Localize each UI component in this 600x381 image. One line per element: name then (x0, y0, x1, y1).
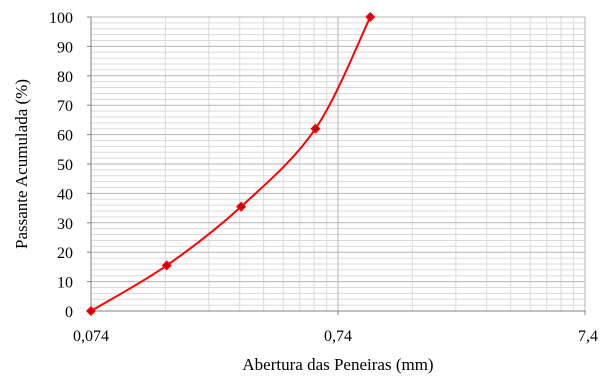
data-point-marker (365, 11, 376, 23)
y-tick-labels: 0 10 20 30 40 50 60 70 80 90 100 (49, 10, 73, 321)
y-tick-label: 80 (57, 69, 73, 86)
data-point-marker (161, 260, 172, 271)
x-tick-label: 0,74 (324, 328, 352, 345)
y-tick-label: 30 (57, 216, 73, 233)
y-tick-label: 20 (57, 245, 73, 262)
data-point-marker (85, 305, 97, 317)
y-tick-label: 70 (57, 98, 73, 115)
y-tick-label: 0 (65, 304, 73, 321)
data-point-marker (236, 201, 247, 212)
x-tick-labels: 0,074 0,74 7,4 (73, 328, 598, 345)
y-tick-label: 60 (57, 128, 73, 145)
x-tick-label: 0,074 (73, 328, 109, 345)
series-markers (85, 11, 376, 317)
y-tick-label: 100 (49, 10, 73, 27)
x-axis-title: Abertura das Peneiras (mm) (242, 355, 433, 374)
data-point-marker (310, 123, 321, 134)
y-tick-label: 50 (57, 157, 73, 174)
y-tick-label: 10 (57, 275, 73, 292)
series-line (90, 16, 372, 312)
y-tick-label: 90 (57, 39, 73, 56)
x-tick-label: 7,4 (578, 328, 598, 345)
y-axis-title: Passante Acumulada (%) (12, 79, 31, 249)
y-tick-label: 40 (57, 186, 73, 203)
